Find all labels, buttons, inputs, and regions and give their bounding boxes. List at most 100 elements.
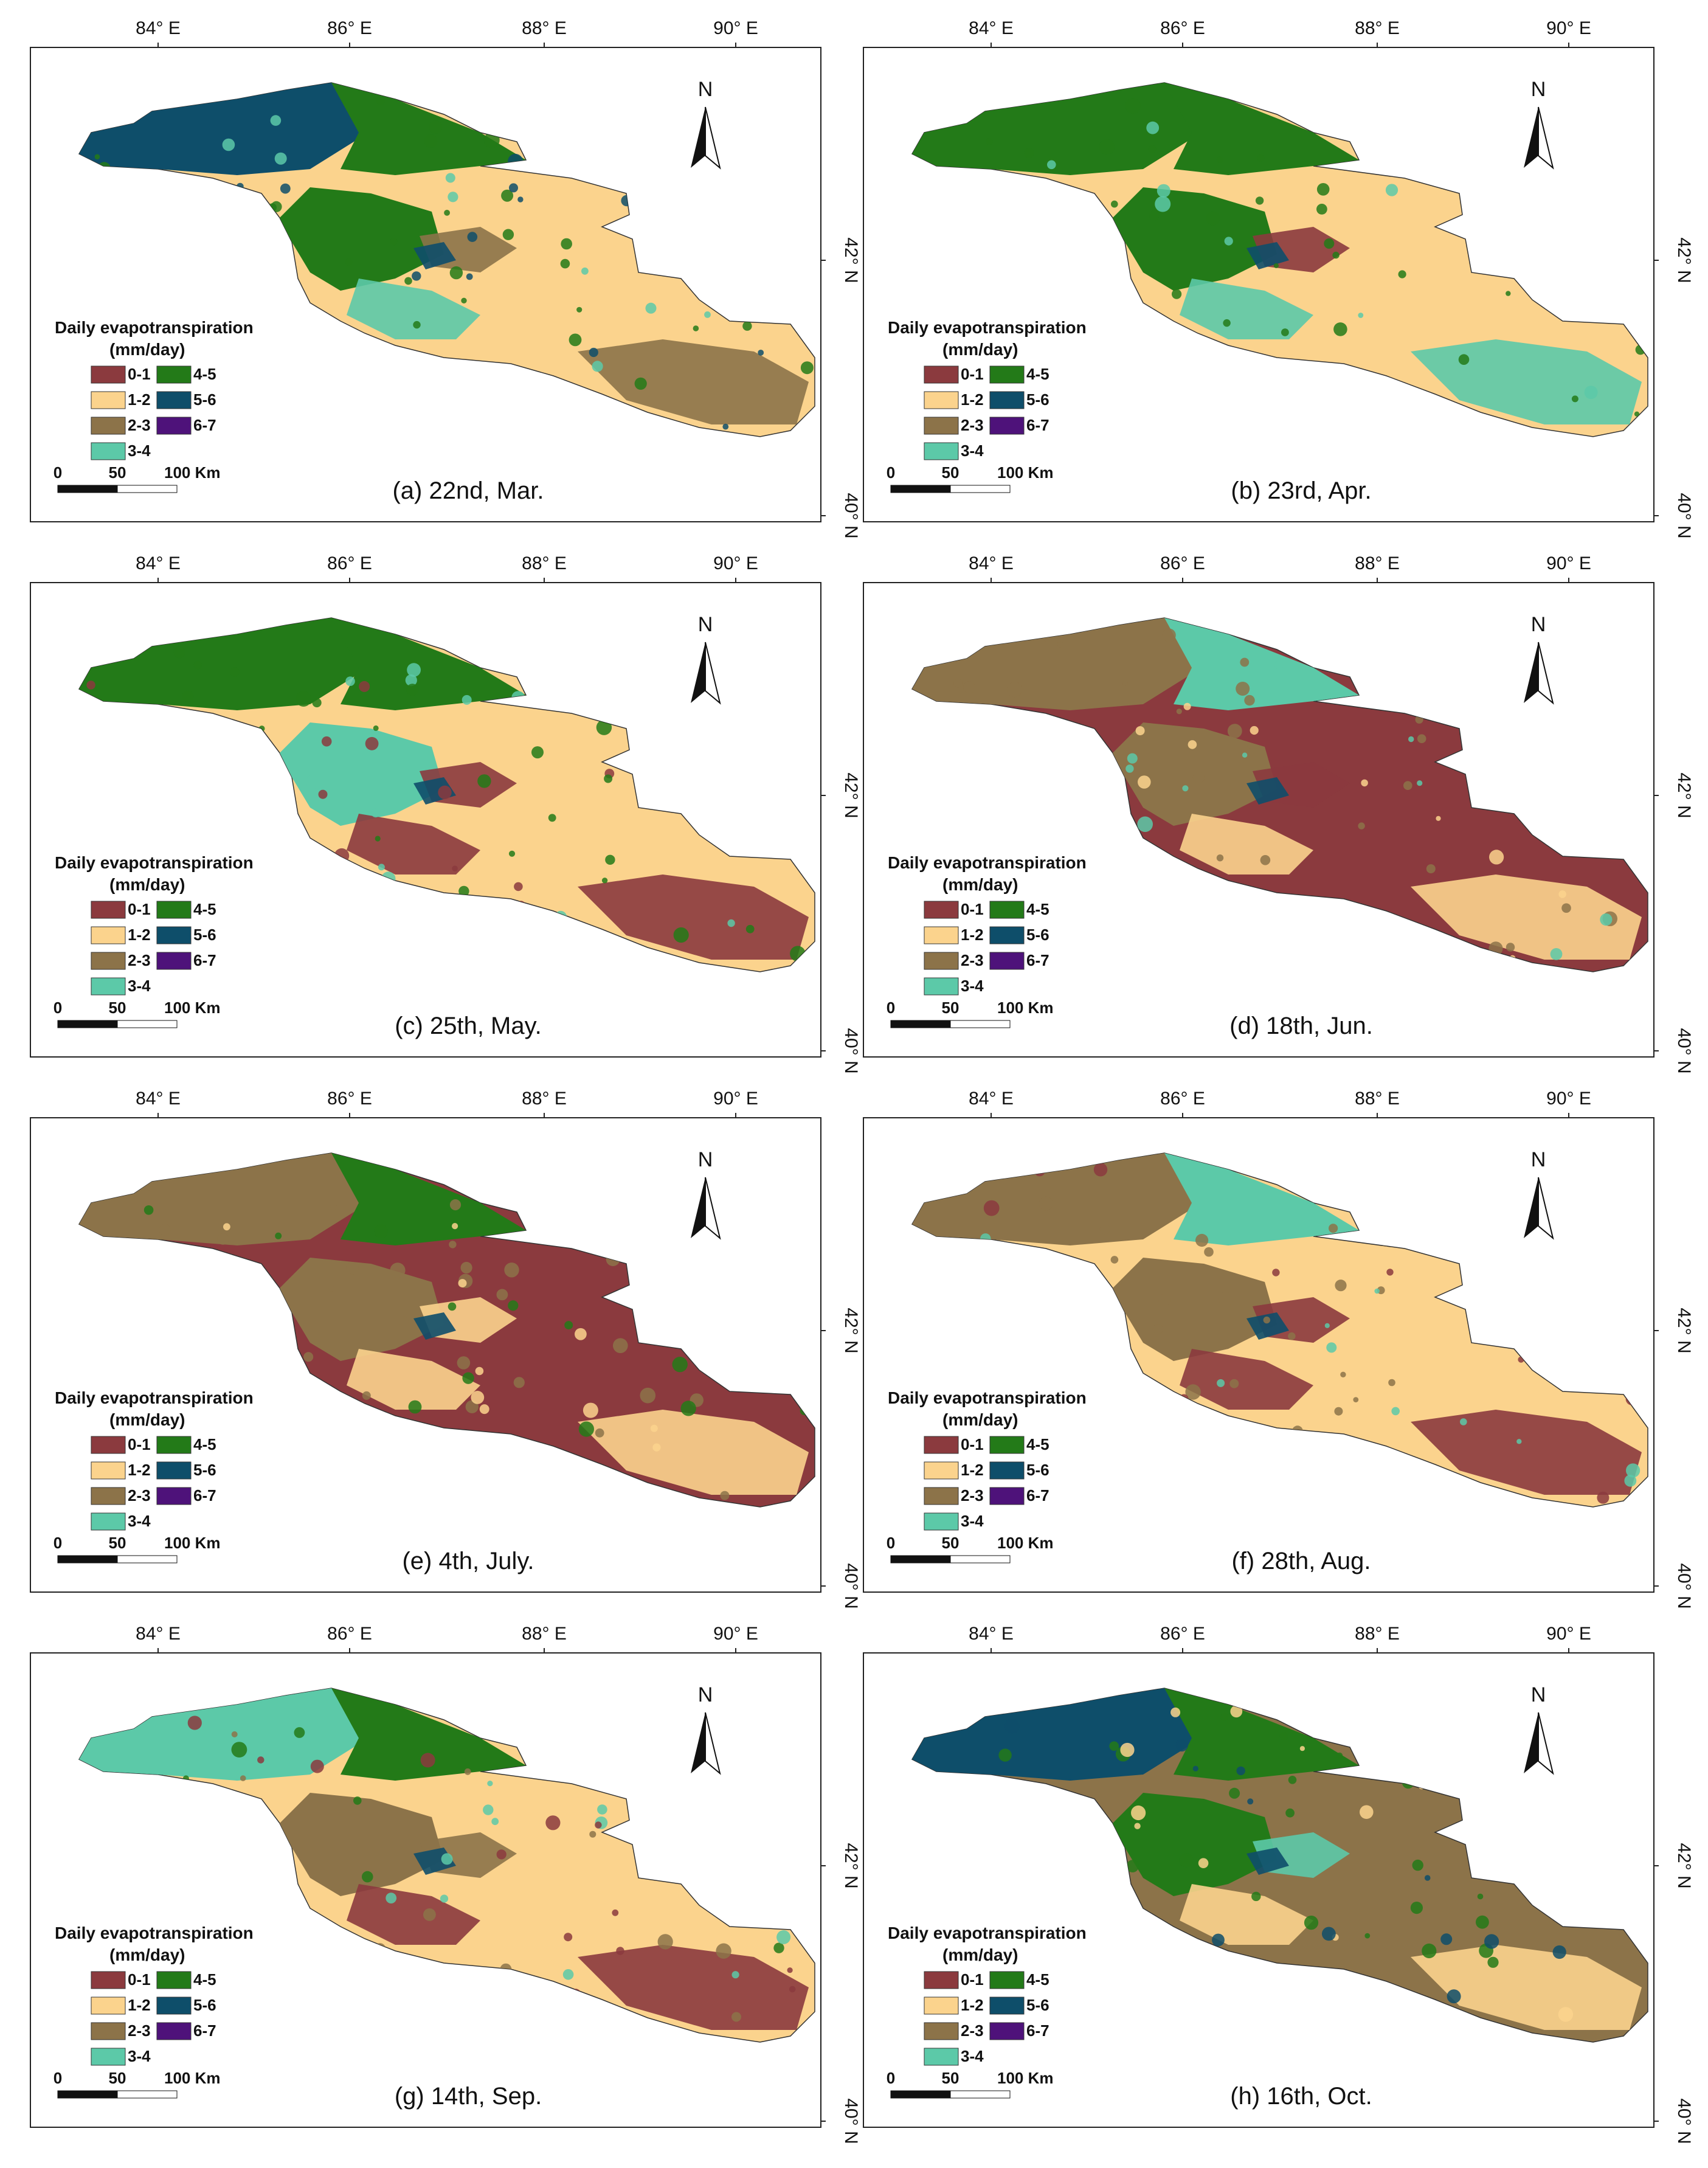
legend-title: Daily evapotranspiration: [888, 1388, 1087, 1407]
north-label: N: [1531, 1148, 1546, 1171]
legend-swatch: [156, 1971, 192, 1989]
legend: Daily evapotranspiration (mm/day) 0-1 1-2 2-…: [888, 318, 1087, 460]
lon-label: 90° E: [1546, 18, 1591, 38]
texture-mark: [1120, 1742, 1135, 1758]
legend-swatch: [156, 901, 192, 919]
texture-mark: [1192, 1765, 1198, 1771]
texture-mark: [1255, 196, 1264, 205]
legend-label: 3-4: [961, 977, 984, 995]
lon-label: 88° E: [522, 1624, 567, 1644]
legend-unit: (mm/day): [109, 1945, 185, 1964]
scale-label: 50: [109, 1534, 126, 1552]
legend-swatch: [91, 1436, 126, 1454]
texture-mark: [143, 1205, 154, 1215]
region-patch: [1411, 1410, 1642, 1495]
scale-segment-light: [117, 1555, 178, 1564]
scale-label: 50: [942, 2069, 959, 2087]
texture-mark: [483, 1804, 494, 1815]
texture-mark: [1624, 1475, 1637, 1487]
lon-label: 84° E: [136, 1624, 181, 1644]
texture-mark: [1217, 1379, 1225, 1387]
texture-mark: [1552, 1945, 1566, 1959]
region-patch: [578, 874, 809, 960]
texture-mark: [1281, 328, 1289, 336]
texture-mark: [496, 1849, 507, 1860]
texture-mark: [1597, 1491, 1609, 1504]
texture-mark: [1250, 726, 1259, 735]
texture-mark: [562, 1969, 574, 1980]
legend: Daily evapotranspiration (mm/day) 0-1 1-2 2-…: [55, 853, 254, 996]
texture-mark: [1358, 313, 1364, 318]
texture-mark: [597, 1804, 607, 1815]
legend-label: 4-5: [1026, 365, 1049, 383]
texture-mark: [1240, 657, 1250, 667]
legend-label: 4-5: [193, 1970, 216, 1989]
texture-mark: [270, 115, 282, 126]
legend-swatch: [924, 1461, 959, 1480]
lon-label: 88° E: [1355, 1624, 1400, 1644]
north-arrow-left: [1524, 642, 1538, 703]
texture-mark: [407, 663, 421, 677]
texture-mark: [508, 1300, 519, 1311]
lon-label: 86° E: [1160, 1624, 1205, 1644]
basin-map: [78, 617, 815, 972]
texture-mark: [1122, 681, 1128, 686]
region-central: [280, 1793, 444, 1896]
map-panel: 84° E 86° E 88° E 90° E 42° N 40° N N Daily eva…: [863, 18, 1694, 539]
lat-label: 42° N: [1674, 1843, 1694, 1888]
region-patch: [1180, 279, 1313, 339]
texture-mark: [1417, 734, 1426, 743]
texture-mark: [601, 878, 608, 884]
lat-label: 42° N: [841, 772, 861, 818]
texture-mark: [86, 681, 95, 690]
texture-mark: [1410, 1902, 1423, 1914]
texture-mark: [1137, 816, 1153, 833]
lon-label: 90° E: [1546, 1624, 1591, 1644]
scale-label: 0: [54, 1534, 62, 1552]
legend-swatch: [91, 442, 126, 460]
region-patch: [1180, 814, 1313, 874]
region-patch: [413, 1312, 456, 1340]
texture-mark: [449, 1241, 457, 1249]
texture-mark: [471, 1391, 485, 1404]
legend-swatch: [156, 1487, 192, 1505]
legend-label: 2-3: [128, 951, 151, 969]
texture-mark: [1285, 1808, 1295, 1818]
scale-segment-dark: [57, 1020, 118, 1028]
texture-mark: [330, 1203, 337, 1210]
texture-mark: [1398, 270, 1406, 279]
texture-mark: [509, 183, 518, 193]
scale-segment-dark: [890, 1020, 951, 1028]
texture-mark: [458, 885, 469, 897]
legend-swatch: [989, 391, 1025, 409]
north-label: N: [698, 78, 713, 101]
legend-label: 1-2: [128, 926, 151, 944]
lon-label: 84° E: [136, 553, 181, 573]
north-arrow-icon: N: [1524, 613, 1554, 705]
texture-mark: [1176, 708, 1182, 715]
texture-mark: [376, 96, 385, 105]
texture-mark: [231, 1731, 238, 1737]
texture-mark: [1198, 1858, 1209, 1868]
lon-label: 86° E: [1160, 553, 1205, 573]
lon-label: 88° E: [522, 18, 567, 38]
texture-mark: [452, 865, 458, 871]
texture-mark: [280, 183, 291, 194]
north-arrow-right: [1538, 642, 1554, 705]
lat-label: 40° N: [841, 1028, 861, 1073]
legend-label: 2-3: [128, 416, 151, 434]
legend-swatch: [924, 901, 959, 919]
texture-mark: [1162, 628, 1176, 642]
scale-segment-light: [950, 2090, 1011, 2099]
region-patch: [347, 279, 480, 339]
legend-swatch: [156, 1461, 192, 1480]
texture-mark: [1374, 1288, 1380, 1294]
texture-mark: [296, 691, 311, 707]
texture-mark: [776, 1930, 791, 1944]
texture-mark: [353, 1796, 362, 1805]
texture-mark: [578, 1421, 595, 1437]
texture-mark: [1047, 160, 1056, 170]
texture-mark: [1386, 1269, 1394, 1276]
scale-label: 0: [54, 463, 62, 482]
region-central: [280, 722, 444, 826]
